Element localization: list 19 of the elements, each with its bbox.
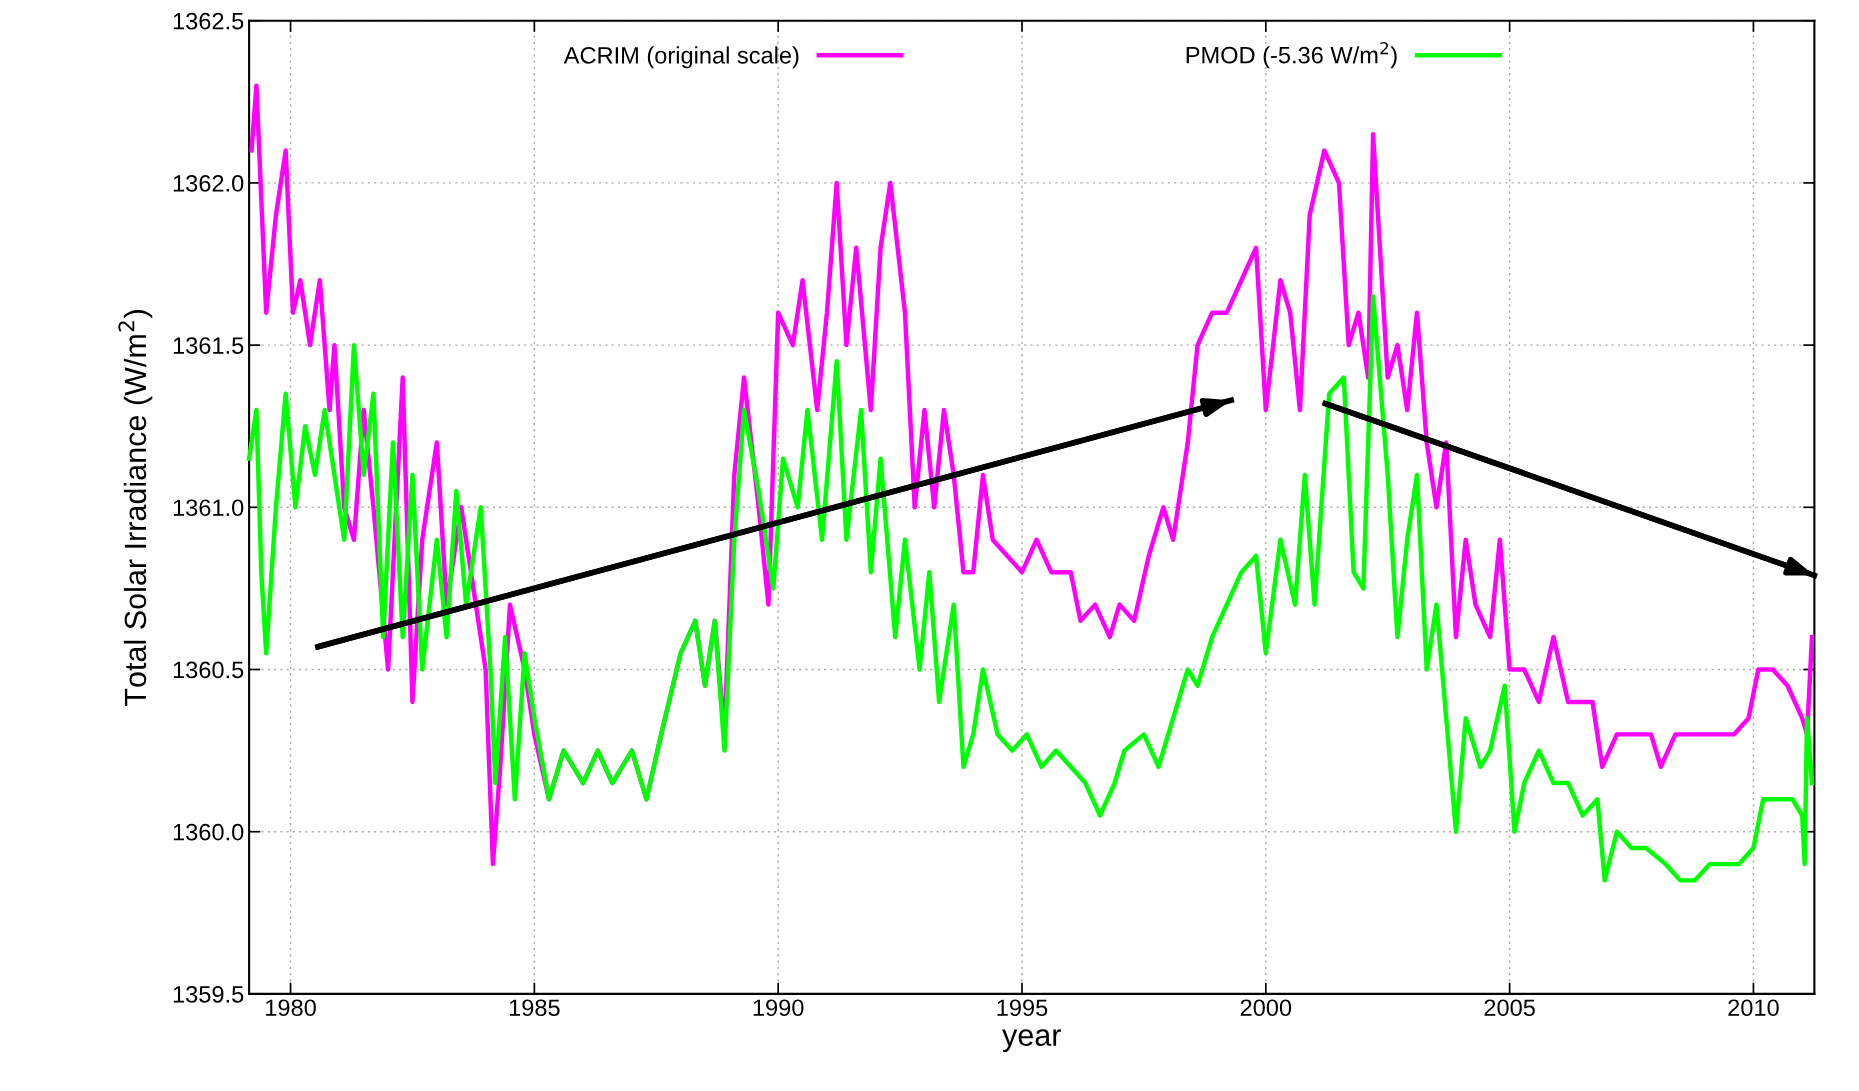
x-tick-label: 2000 [1240, 999, 1292, 1017]
y-tick-label: 1361.0 [173, 499, 244, 517]
y-tick-label: 1362.5 [173, 12, 244, 30]
x-tick-label: 1985 [509, 999, 560, 1017]
x-tick-label: 1980 [266, 999, 316, 1017]
x-tick-label: 1995 [997, 999, 1048, 1017]
y-tick-label: 1362.0 [173, 174, 244, 192]
x-axis-title: year [1002, 1029, 1061, 1053]
x-tick-label: 1990 [753, 999, 804, 1017]
y-tick-label: 1359.5 [173, 985, 244, 1003]
x-tick-label: 2005 [1484, 999, 1535, 1017]
y-tick-label: 1361.5 [173, 337, 244, 354]
legend-label: PMOD (-5.36 W/m$^{2}$) [1186, 41, 1397, 69]
y-tick-label: 1360.5 [173, 661, 244, 679]
x-tick-label: 2010 [1728, 999, 1779, 1017]
y-axis-title: Total Solar Irradiance (W/m$^{2}$) [118, 310, 153, 706]
legend-label: ACRIM (original scale) [563, 46, 799, 69]
y-tick-label: 1360.0 [173, 823, 244, 841]
line-series [246, 294, 1815, 883]
